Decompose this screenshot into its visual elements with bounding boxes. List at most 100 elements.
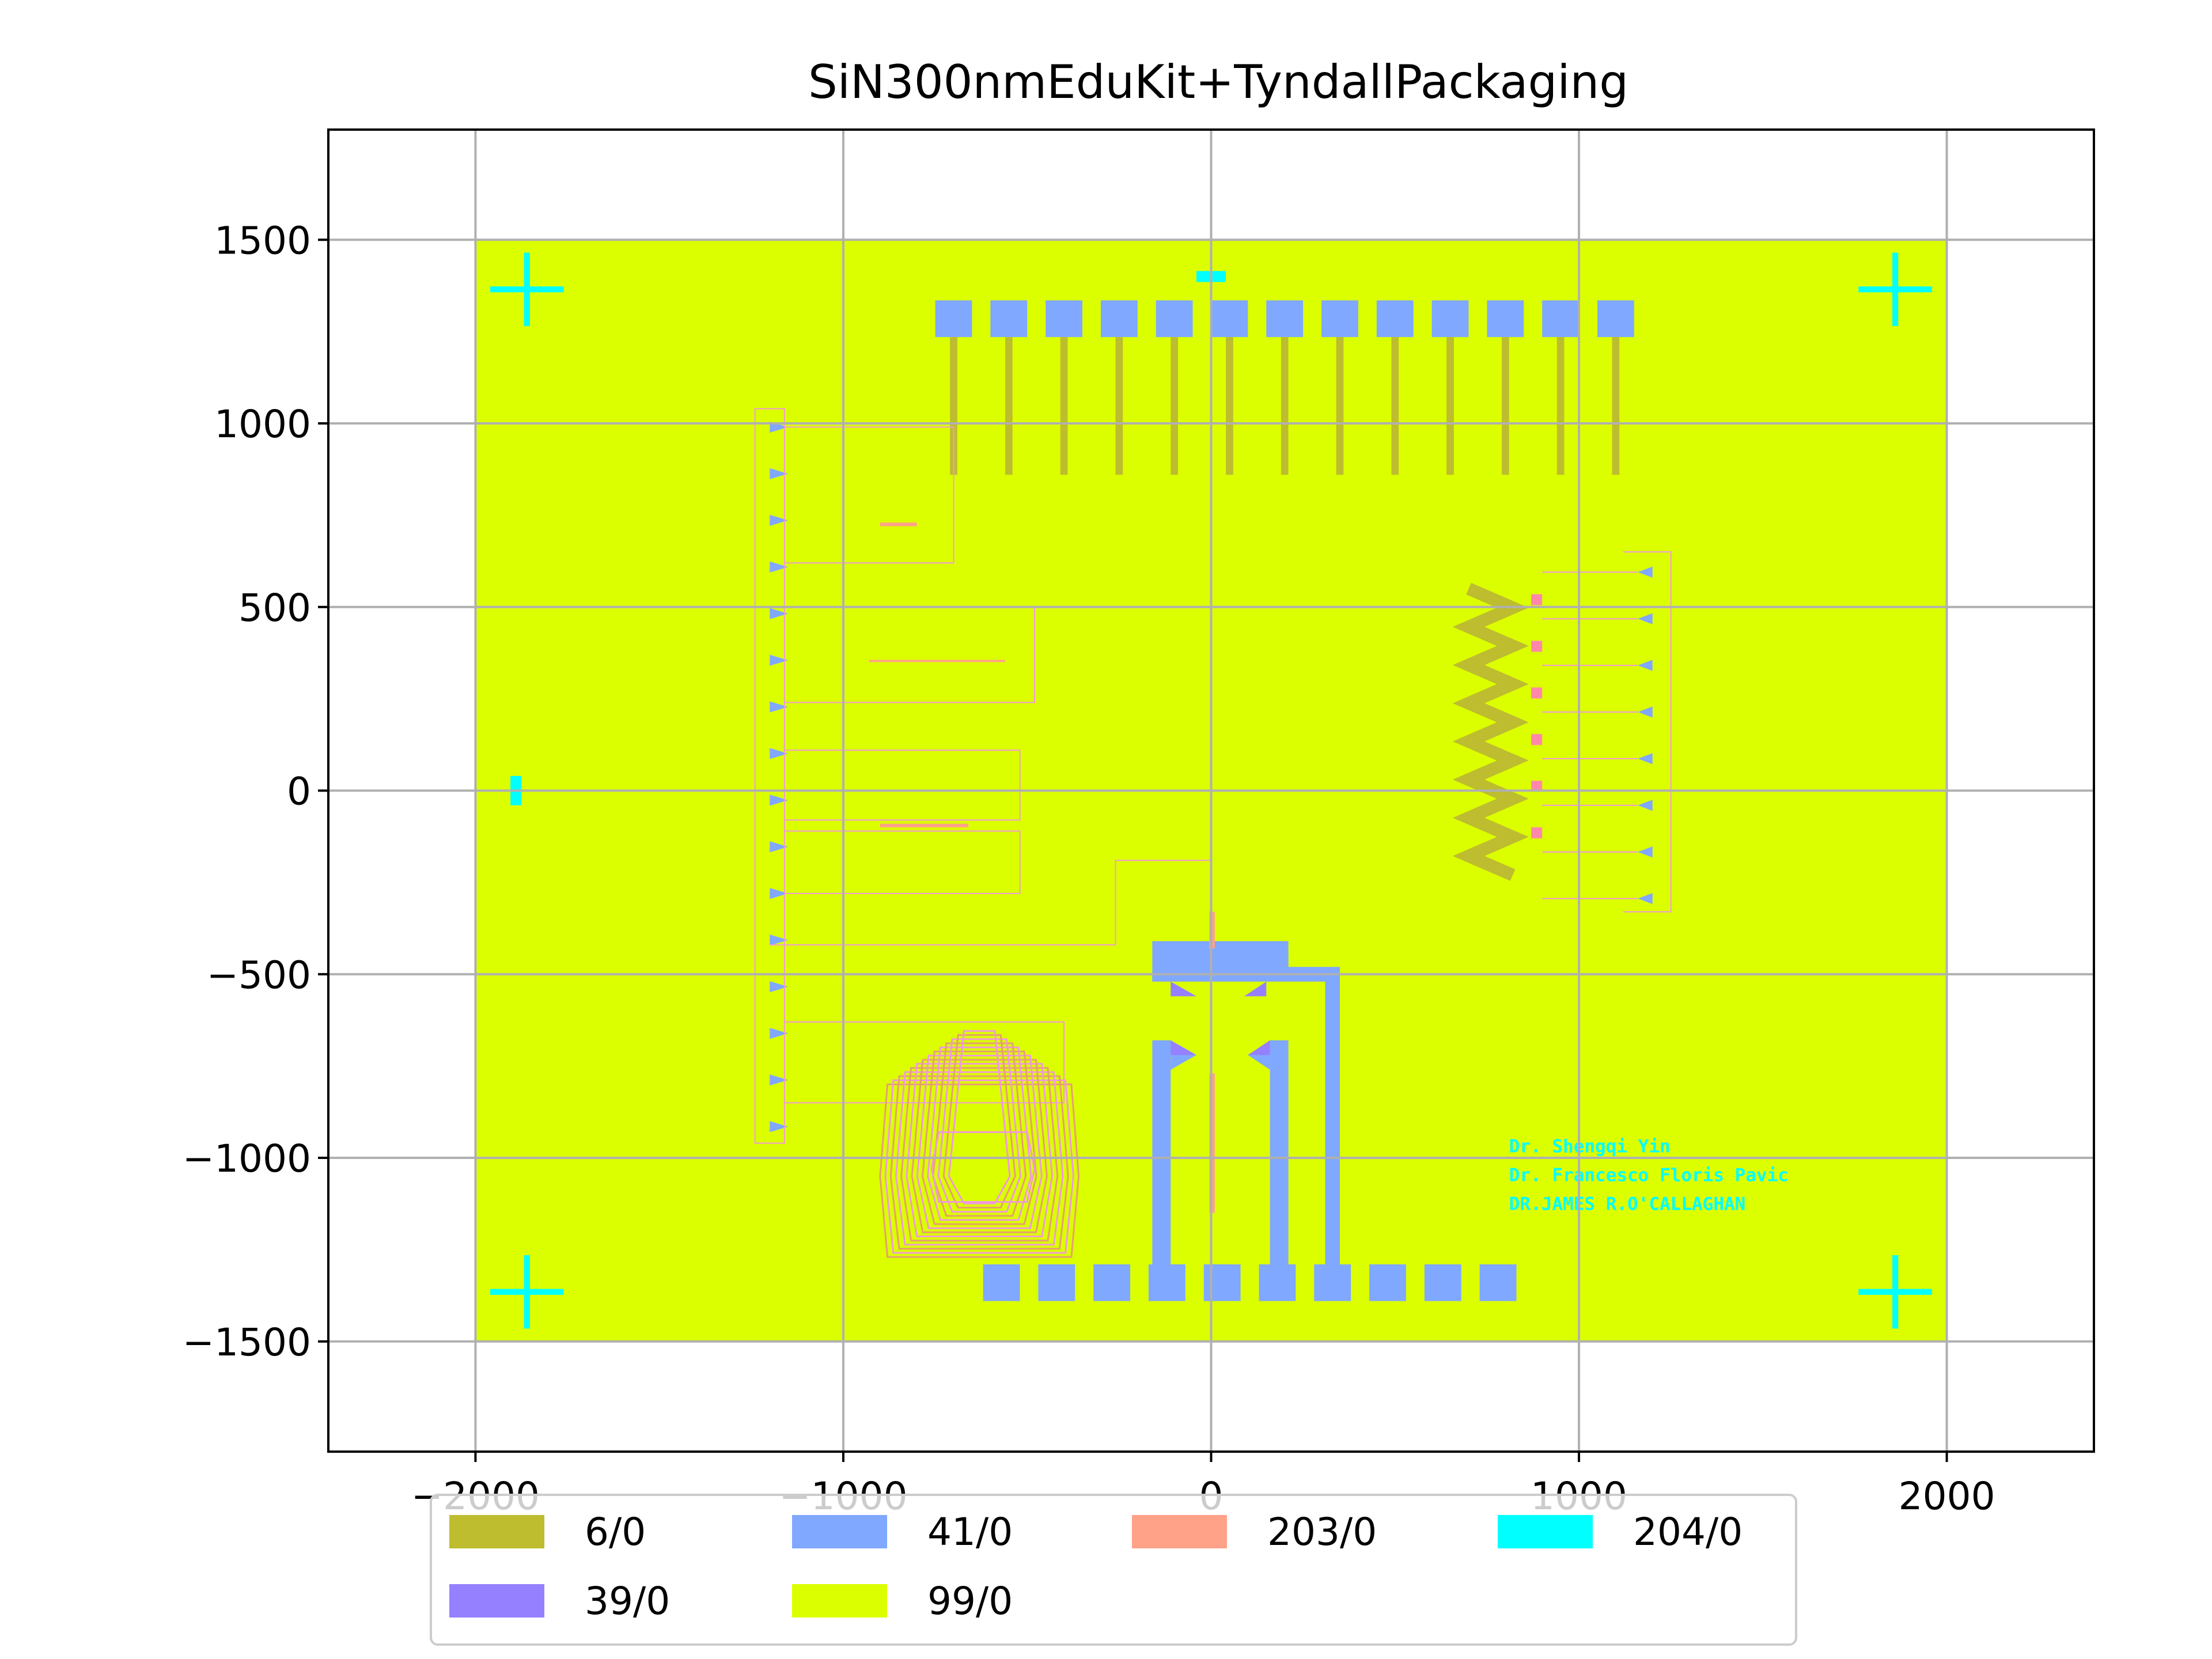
top-pad xyxy=(1376,300,1414,338)
legend-swatch xyxy=(449,1584,544,1618)
top-pad-lead xyxy=(950,337,957,475)
y-tick-label: 0 xyxy=(287,770,311,814)
spiral-resonator xyxy=(948,1030,1011,1205)
grating-coupler xyxy=(1638,846,1653,858)
grating-coupler xyxy=(770,841,789,853)
top-pad-lead xyxy=(1171,337,1179,475)
grating-coupler xyxy=(770,608,789,619)
y-tick-label: 1000 xyxy=(214,402,311,446)
grating-coupler xyxy=(1638,753,1653,764)
taper-39 xyxy=(1171,1040,1196,1055)
top-pad-lead xyxy=(1446,337,1454,475)
bottom-pad xyxy=(1038,1264,1075,1301)
spiral-core xyxy=(930,1131,1036,1203)
top-pad-lead xyxy=(1556,337,1565,475)
grating-coupler xyxy=(1638,660,1653,671)
waveguide-column xyxy=(1623,551,1672,912)
x-tick-label: 2000 xyxy=(1899,1474,1995,1518)
top-pad xyxy=(990,300,1028,338)
legend-swatch xyxy=(792,1584,887,1618)
legend-label: 99/0 xyxy=(927,1579,1013,1623)
top-pad xyxy=(1487,300,1524,338)
y-tick-label: −500 xyxy=(207,953,311,997)
spiral-resonator xyxy=(942,1034,1016,1209)
electrode-top-right xyxy=(1266,952,1289,982)
top-pad-lead xyxy=(1281,337,1289,475)
top-pad xyxy=(1266,300,1304,338)
bottom-pad xyxy=(1479,1264,1517,1301)
taper-39 xyxy=(1244,982,1267,997)
top-pad xyxy=(1156,300,1193,338)
top-pad xyxy=(1100,300,1138,338)
spiral-resonator xyxy=(916,1055,1043,1229)
legend-box xyxy=(430,1494,1797,1646)
alignment-mark-v xyxy=(1892,252,1899,327)
waveguide-loop xyxy=(784,426,955,564)
grating-coupler xyxy=(770,794,789,806)
electrode-left-rail xyxy=(1152,1040,1171,1268)
top-pad-lead xyxy=(1060,337,1068,475)
author-credit: Dr. Shengqi Yin xyxy=(1509,1136,1671,1157)
alignment-mark-v xyxy=(1892,1255,1899,1329)
top-pad xyxy=(935,300,972,338)
grating-coupler xyxy=(1638,613,1653,624)
legend-label: 203/0 xyxy=(1267,1510,1377,1554)
bottom-pad xyxy=(1314,1264,1351,1301)
spiral-resonator xyxy=(895,1071,1064,1246)
alignment-mark-v xyxy=(524,1255,530,1329)
spiral-resonator xyxy=(911,1059,1048,1233)
top-pad xyxy=(1321,300,1358,338)
taper-39 xyxy=(1248,1040,1270,1055)
alignment-mark-v xyxy=(524,252,530,327)
waveguide-loop xyxy=(784,830,1021,894)
legend-label: 39/0 xyxy=(585,1579,670,1623)
top-pad-lead xyxy=(1612,337,1620,475)
zigzag-heater xyxy=(1452,582,1529,881)
legend-swatch xyxy=(792,1515,887,1548)
bottom-pad xyxy=(1203,1264,1241,1301)
chart-title: SiN300nmEduKit+TyndallPackaging xyxy=(808,55,1628,109)
spiral-resonator xyxy=(906,1063,1054,1237)
electrode-right-rail xyxy=(1325,967,1340,1268)
spiral-resonator xyxy=(879,1084,1080,1258)
spiral-resonator xyxy=(927,1046,1032,1221)
bottom-pad xyxy=(1259,1264,1296,1301)
grating-coupler xyxy=(770,748,789,759)
legend: 6/0 41/0 203/0 204/0 39/0 99/0 xyxy=(430,1494,1797,1646)
grating-coupler xyxy=(770,701,789,713)
grating-coupler xyxy=(770,1121,789,1132)
spiral-resonator xyxy=(884,1079,1074,1254)
grating-coupler xyxy=(1638,800,1653,811)
electrode-top-left xyxy=(1152,974,1175,982)
electrode-mid-rail xyxy=(1270,1040,1289,1268)
top-pad xyxy=(1211,300,1248,338)
author-credit: Dr. Francesco Floris Pavic xyxy=(1509,1165,1789,1185)
spiral-resonator xyxy=(937,1038,1022,1213)
phase-shifter-pad xyxy=(1531,687,1543,699)
legend-label: 204/0 xyxy=(1633,1510,1743,1554)
bottom-pad xyxy=(1093,1264,1131,1301)
top-pad-lead xyxy=(1005,337,1013,475)
phase-shifter-pad xyxy=(1531,781,1543,792)
taper-39 xyxy=(1171,982,1196,997)
grating-coupler xyxy=(770,1028,789,1039)
phase-shifter-pad xyxy=(1531,594,1543,605)
phase-shifter-pad xyxy=(1531,827,1543,839)
waveguide-loop xyxy=(784,749,1021,821)
spiral-resonator xyxy=(900,1067,1059,1242)
top-pad-lead xyxy=(1226,337,1233,475)
heater-203 xyxy=(880,522,917,527)
top-pad xyxy=(1542,300,1580,338)
top-pad-lead xyxy=(1115,337,1123,475)
grating-coupler xyxy=(770,468,789,479)
grating-coupler xyxy=(770,654,789,666)
bottom-pad xyxy=(1148,1264,1185,1301)
legend-swatch xyxy=(449,1515,544,1548)
spiral-resonator xyxy=(889,1075,1069,1250)
spiral-resonator xyxy=(921,1050,1037,1225)
grating-coupler xyxy=(1638,893,1653,904)
grating-coupler xyxy=(770,934,789,946)
bottom-pad xyxy=(983,1264,1020,1301)
top-pad xyxy=(1431,300,1469,338)
grating-coupler xyxy=(1638,566,1653,578)
